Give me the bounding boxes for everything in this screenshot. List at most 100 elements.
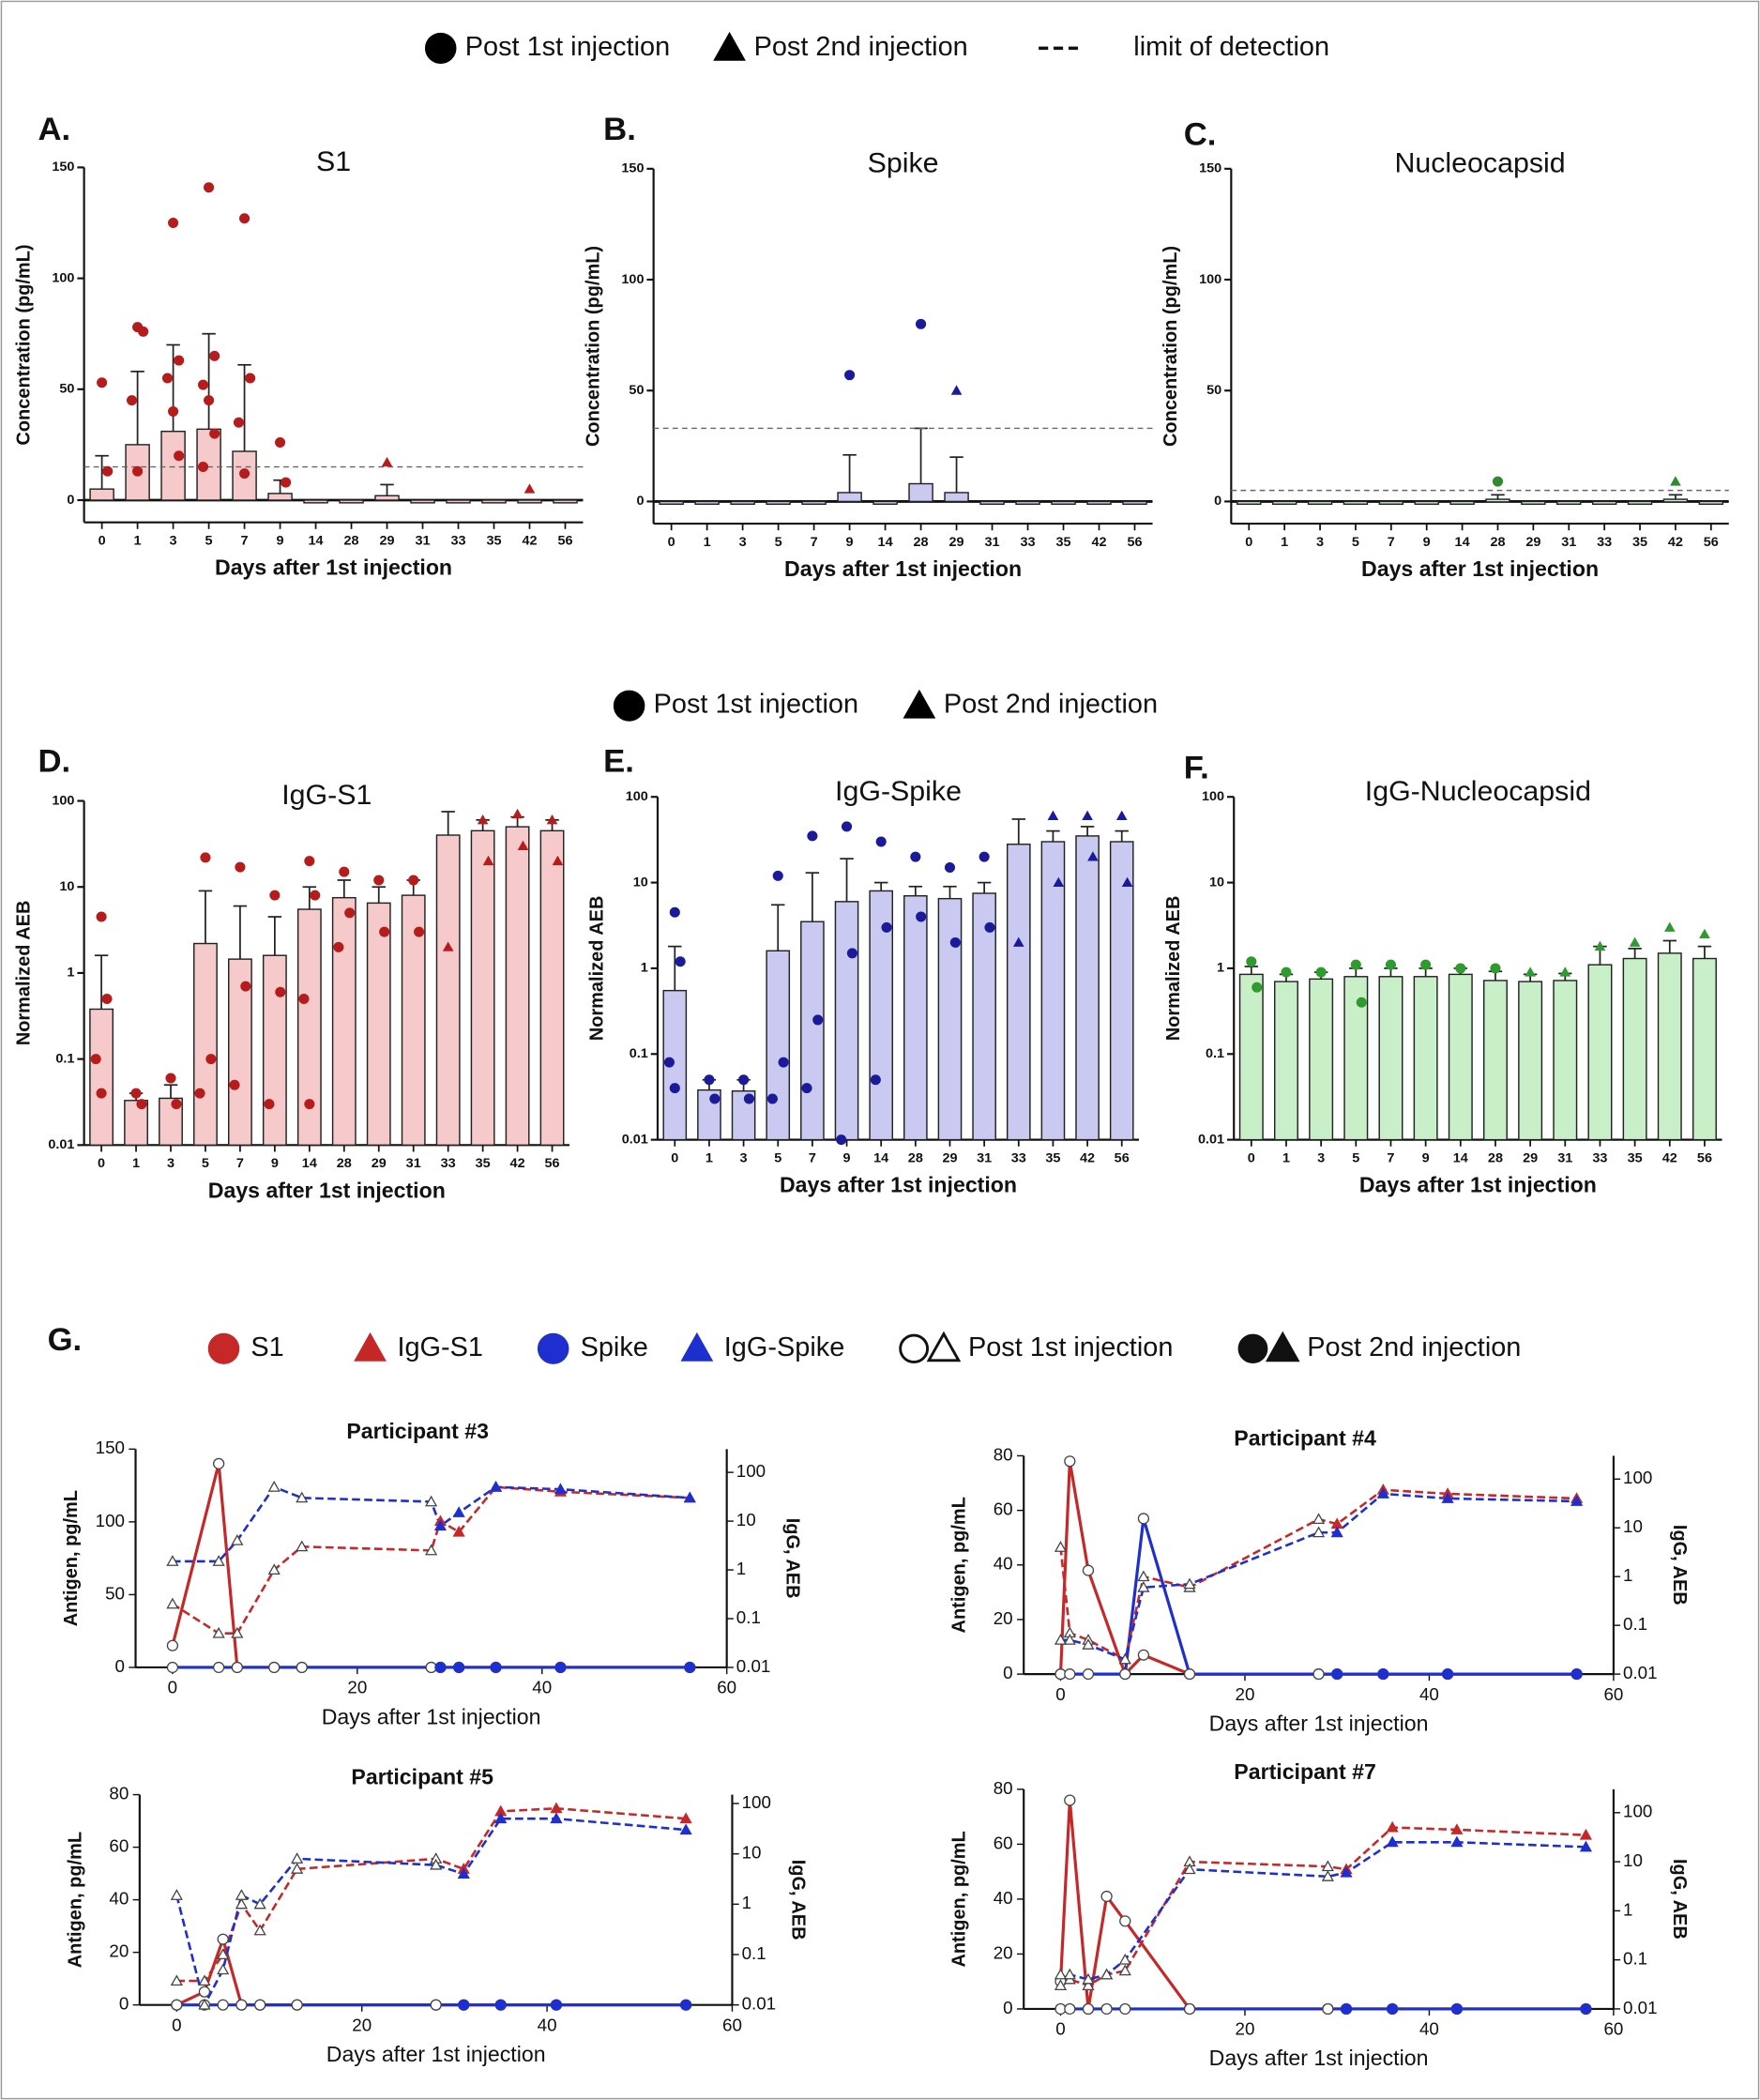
y-tick-label: 0.01: [48, 1137, 74, 1152]
x-tick-label: 29: [379, 533, 394, 548]
y-tick-label: 50: [629, 383, 644, 398]
x-tick-label: 0: [168, 1678, 177, 1697]
data-point: [477, 814, 489, 825]
data-point: [1118, 1964, 1131, 1976]
x-tick-label: 29: [372, 1156, 387, 1171]
data-point: [174, 450, 185, 462]
data-point: [171, 1999, 183, 2011]
series-line: [172, 1485, 690, 1635]
panel-letter: A.: [38, 112, 70, 147]
chart-title: Participant #7: [1234, 1759, 1376, 1784]
y2-axis-label: IgG, AEB: [1669, 1859, 1690, 1940]
data-point: [333, 941, 344, 952]
x-tick-label: 7: [236, 1156, 244, 1171]
data-point: [778, 1057, 789, 1068]
data-point: [550, 1999, 563, 2011]
x-tick-label: 31: [977, 1150, 992, 1165]
legend-marker: [903, 689, 936, 719]
data-point: [102, 465, 114, 477]
y-tick-label: 1: [641, 961, 648, 976]
x-tick-label: 20: [1236, 2019, 1255, 2039]
panel-letter: C.: [1184, 117, 1217, 153]
x-tick-label: 60: [717, 1678, 736, 1697]
bar: [505, 826, 530, 1147]
data-point: [1054, 1541, 1068, 1552]
data-point: [1315, 966, 1327, 978]
data-point: [1082, 1564, 1095, 1576]
data-point: [213, 1661, 225, 1674]
data-point: [1377, 1668, 1389, 1681]
data-point: [1450, 2002, 1464, 2016]
data-point: [881, 921, 892, 933]
bar: [1657, 952, 1682, 1141]
bar: [481, 499, 507, 504]
x-tick-label: 3: [739, 535, 747, 550]
x-tick-label: 1: [1281, 535, 1288, 550]
data-point: [204, 395, 215, 406]
x-tick-label: 9: [846, 535, 854, 550]
legend-label: Post 2nd injection: [754, 32, 968, 62]
data-point: [910, 851, 921, 862]
y-axis-label: Antigen, pg/mL: [61, 1490, 82, 1626]
y-tick-label: 1: [67, 966, 74, 981]
legend-label: IgG-Spike: [724, 1332, 845, 1362]
y-axis-label: Concentration (pg/mL): [583, 246, 603, 447]
x-tick-label: 0: [668, 535, 675, 550]
data-point: [275, 986, 286, 997]
x-tick-label: 20: [347, 1678, 367, 1697]
data-point: [166, 1661, 179, 1674]
data-point: [310, 890, 321, 901]
x-tick-label: 33: [1020, 535, 1035, 550]
bar: [366, 902, 391, 1147]
bar: [1413, 976, 1438, 1141]
y-tick-label: 0: [115, 1656, 125, 1676]
bar: [1309, 978, 1334, 1141]
data-point: [235, 1999, 248, 2011]
x-tick-label: 1: [704, 535, 711, 550]
data-point: [1118, 1652, 1131, 1665]
y-tick-label: 1: [1217, 961, 1224, 976]
x-tick-label: 31: [985, 535, 1000, 550]
data-point: [197, 462, 209, 473]
x-tick-label: 29: [1525, 535, 1540, 550]
data-point: [1064, 1794, 1076, 1806]
bar: [1237, 500, 1262, 506]
y2-tick-label: 1: [736, 1559, 746, 1578]
data-point: [1183, 1577, 1196, 1590]
bar: [1692, 957, 1717, 1141]
x-tick-label: 56: [1127, 535, 1142, 550]
data-point: [554, 1483, 568, 1495]
x-tick-label: 1: [134, 533, 142, 548]
x-tick-label: 60: [1603, 1684, 1623, 1704]
y-tick-label: 80: [994, 1778, 1013, 1798]
y2-tick-label: 100: [1623, 1802, 1652, 1821]
y2-tick-label: 0.01: [1623, 1663, 1658, 1682]
data-point: [296, 1540, 309, 1552]
x-tick-label: 5: [775, 535, 782, 550]
legend-label: S1: [250, 1332, 283, 1362]
bar: [1343, 500, 1369, 506]
x-tick-label: 5: [205, 533, 213, 548]
x-tick-label: 40: [1419, 2019, 1439, 2039]
x-tick-label: 3: [167, 1156, 174, 1171]
y-tick-label: 60: [994, 1499, 1013, 1519]
panel-title: IgG-S1: [281, 780, 372, 811]
data-point: [1082, 810, 1093, 820]
x-tick-label: 14: [1453, 1150, 1468, 1165]
data-point: [212, 1626, 225, 1638]
data-point: [669, 906, 680, 918]
x-tick-label: 5: [1352, 1150, 1359, 1165]
data-point: [130, 1088, 142, 1099]
x-tick-label: 7: [809, 1150, 816, 1165]
data-point: [550, 1812, 563, 1824]
data-point: [231, 1626, 244, 1638]
data-point: [482, 855, 494, 866]
data-point: [344, 907, 356, 919]
data-point: [1312, 1526, 1326, 1538]
legend-label: Post 2nd injection: [944, 690, 1158, 720]
data-point: [298, 994, 310, 1005]
data-point: [168, 405, 179, 417]
y-tick-label: 50: [105, 1583, 125, 1603]
bar: [1271, 500, 1297, 506]
data-point: [1054, 1634, 1068, 1645]
